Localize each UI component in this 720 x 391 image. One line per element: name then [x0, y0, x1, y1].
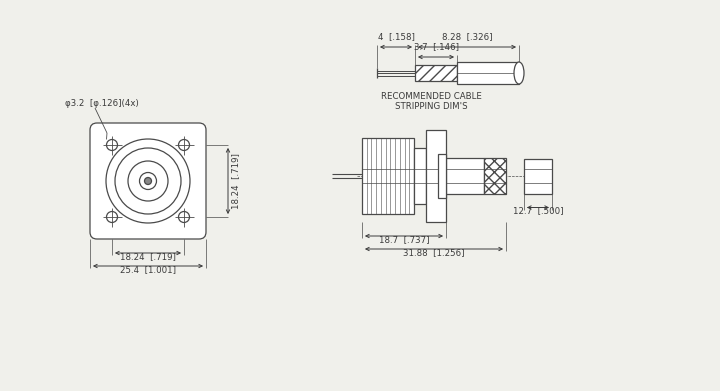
Text: 25.4  [1.001]: 25.4 [1.001]	[120, 265, 176, 274]
Bar	[426, 130, 446, 222]
Bar	[446, 158, 484, 194]
Text: 18.7  [.737]: 18.7 [.737]	[379, 235, 429, 244]
Text: RECOMMENDED CABLE: RECOMMENDED CABLE	[381, 92, 482, 101]
Bar	[362, 138, 414, 214]
Text: φ3.2  [φ.126](4x): φ3.2 [φ.126](4x)	[65, 99, 139, 108]
Text: STRIPPING DIM'S: STRIPPING DIM'S	[395, 102, 467, 111]
Bar	[484, 158, 506, 194]
Bar	[457, 62, 519, 84]
Text: 18.24  [.719]: 18.24 [.719]	[231, 153, 240, 209]
Circle shape	[145, 178, 151, 185]
Text: 8.28  [.326]: 8.28 [.326]	[442, 32, 492, 41]
Text: 31.88  [1.256]: 31.88 [1.256]	[403, 248, 464, 257]
Ellipse shape	[514, 62, 524, 84]
FancyBboxPatch shape	[90, 123, 206, 239]
Bar	[415, 65, 457, 81]
Bar	[414, 148, 426, 204]
Text: 12.7  [.500]: 12.7 [.500]	[513, 206, 563, 215]
Bar	[524, 158, 552, 194]
Text: 4  [.158]: 4 [.158]	[377, 32, 415, 41]
Text: 18.24  [.719]: 18.24 [.719]	[120, 252, 176, 261]
Text: 3.7  [.146]: 3.7 [.146]	[413, 42, 459, 51]
Bar	[438, 154, 446, 198]
